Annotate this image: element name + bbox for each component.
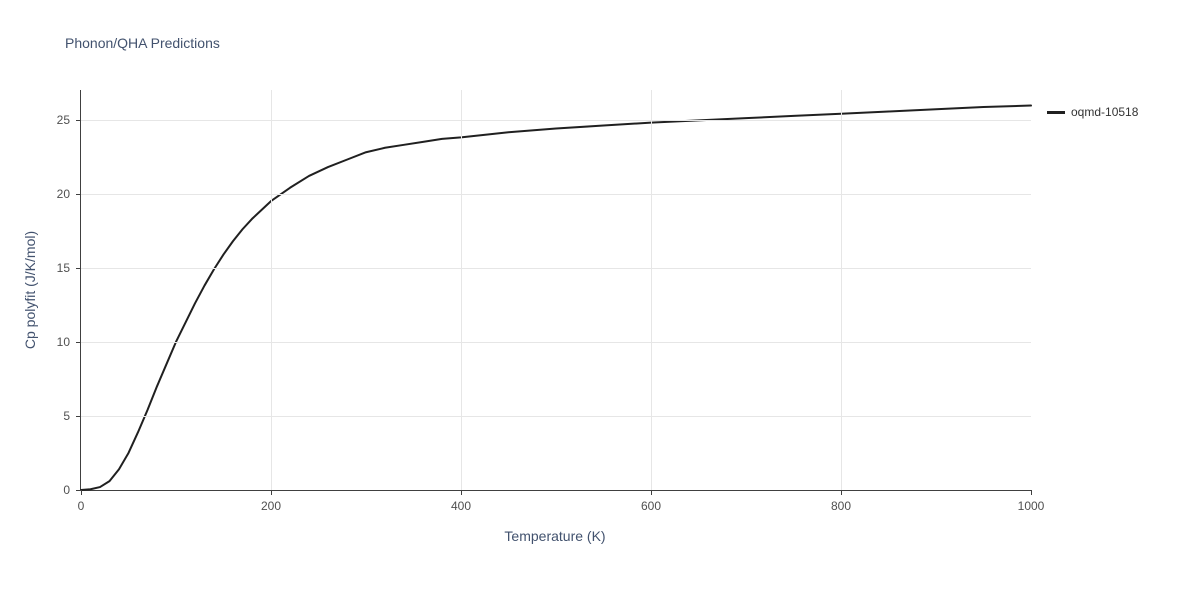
series-line: [81, 106, 1031, 490]
y-tick-label: 5: [63, 409, 70, 423]
plot-area: 020040060080010000510152025: [80, 90, 1031, 491]
y-tick: [76, 490, 81, 491]
y-tick-label: 0: [63, 483, 70, 497]
plot-svg: [81, 90, 1031, 490]
y-tick: [76, 194, 81, 195]
x-tick-label: 1000: [1018, 499, 1045, 513]
legend-label: oqmd-10518: [1071, 105, 1138, 119]
y-tick-label: 25: [57, 113, 70, 127]
grid-line-vertical: [651, 90, 652, 490]
y-tick-label: 20: [57, 187, 70, 201]
x-tick-label: 200: [261, 499, 281, 513]
y-tick-label: 10: [57, 335, 70, 349]
x-tick: [841, 490, 842, 495]
legend-item[interactable]: oqmd-10518: [1047, 105, 1138, 119]
grid-line-horizontal: [81, 342, 1031, 343]
grid-line-vertical: [841, 90, 842, 490]
legend: oqmd-10518: [1047, 105, 1138, 119]
x-axis-label: Temperature (K): [504, 528, 605, 544]
grid-line-horizontal: [81, 120, 1031, 121]
legend-swatch: [1047, 111, 1065, 114]
x-tick-label: 800: [831, 499, 851, 513]
x-tick-label: 600: [641, 499, 661, 513]
chart-container: Phonon/QHA Predictions 02004006008001000…: [0, 0, 1200, 600]
chart-title: Phonon/QHA Predictions: [65, 35, 220, 51]
grid-line-horizontal: [81, 194, 1031, 195]
x-tick: [81, 490, 82, 495]
y-tick: [76, 268, 81, 269]
x-tick: [1031, 490, 1032, 495]
x-tick-label: 400: [451, 499, 471, 513]
y-tick: [76, 416, 81, 417]
x-tick: [651, 490, 652, 495]
grid-line-horizontal: [81, 416, 1031, 417]
x-tick: [461, 490, 462, 495]
x-tick-label: 0: [78, 499, 85, 513]
grid-line-vertical: [461, 90, 462, 490]
grid-line-horizontal: [81, 268, 1031, 269]
y-axis-label: Cp polyfit (J/K/mol): [22, 231, 38, 349]
y-tick: [76, 342, 81, 343]
x-tick: [271, 490, 272, 495]
grid-line-vertical: [271, 90, 272, 490]
y-tick-label: 15: [57, 261, 70, 275]
y-tick: [76, 120, 81, 121]
